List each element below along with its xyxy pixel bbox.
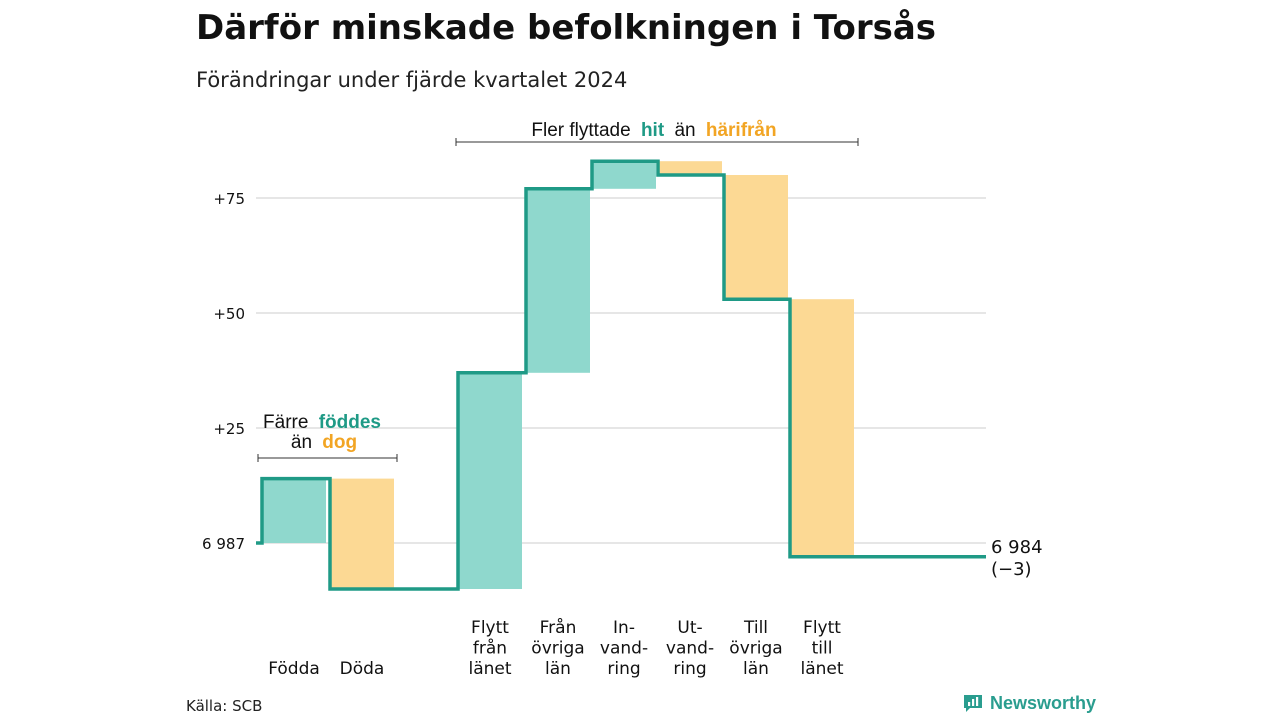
x-label-6: Till övriga län [729,618,782,679]
y-tick-label-3: +75 [213,190,245,208]
migration-annotation: Fler flyttade hit än härifrån [455,120,859,146]
source-note: Källa: SCB [186,697,263,715]
annotation-natural-line1: Färre föddes [263,412,381,433]
bar-7 [790,299,854,557]
x-label-4: In-vand-ring [600,618,648,679]
x-label-5: Ut-vand-ring [666,618,714,679]
x-label-7: Flytt till länet [800,618,843,679]
x-label-1: Döda [340,659,385,679]
y-tick-label-2: +50 [213,305,245,323]
bar-5 [658,161,722,175]
cumulative-step-line [256,159,986,591]
newsworthy-logo-icon [964,695,982,712]
x-label-2: Flytt från länet [468,618,511,679]
bar-2 [458,372,522,589]
y-tick-label-1: +25 [213,420,245,438]
bar-0 [262,478,326,543]
x-label-3: Från övriga län [531,617,584,679]
chart-title: Därför minskade befolkningen i Torsås [196,8,937,48]
step-line [256,159,986,591]
chart-subtitle: Förändringar under fjärde kvartalet 2024 [196,68,628,92]
end-value-label: 6 984 [991,537,1043,558]
brand-name: Newsworthy [990,692,1097,713]
bars [262,161,854,589]
bar-1 [330,478,394,589]
x-label-0: Födda [268,659,320,679]
bar-4 [592,161,656,189]
x-axis-labels: Födda Döda Flytt från länet Från övriga län In-v… [268,617,844,679]
end-change-label: (−3) [991,559,1032,580]
bar-6 [724,175,788,300]
annotation-migration-text: Fler flyttade hit än härifrån [531,120,776,141]
bar-3 [526,188,590,373]
y-tick-label-0: 6 987 [202,535,245,553]
natural-change-annotation: Färre föddes än dog [257,412,398,462]
annotation-natural-line2: än dog [291,432,357,453]
y-axis-ticks: 6 987 +25 +50 +75 [202,190,245,553]
brand-logo: Newsworthy [962,692,1096,714]
